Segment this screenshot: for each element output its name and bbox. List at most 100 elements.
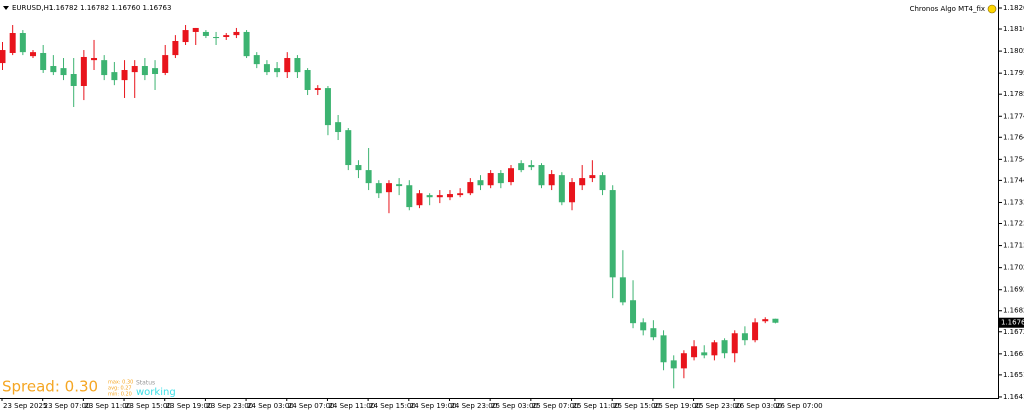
candle-body [446,194,453,198]
candle-body [528,165,535,168]
time-tick-label: 24 Sep 23:00 [450,402,497,410]
candle-body [752,322,759,341]
candle-body [609,190,616,278]
price-tick-label: 1.17540 [1003,155,1024,163]
candle-body [650,328,657,338]
time-tick-label: 25 Sep 07:00 [532,402,579,410]
candle-body [243,31,250,57]
current-price-box [999,317,1024,328]
candle-body [630,300,637,324]
candle-body [80,56,87,86]
candle-body [101,60,108,76]
time-tick-label: 25 Sep 15:00 [613,402,660,410]
price-tick-label: 1.16720 [1003,328,1024,336]
price-tick-label: 1.17850 [1003,90,1024,98]
time-tick-label: 23 Sep 07:00 [44,402,91,410]
candle-body [192,27,199,32]
candle-body [345,130,352,166]
menu-arrow[interactable] [3,6,9,10]
candle-body [538,165,545,186]
candle-body [365,170,372,184]
candle-body [223,35,230,38]
candle-body [314,88,321,90]
price-tick-label: 1.17645 [1003,133,1024,141]
price-tick-label: 1.17950 [1003,69,1024,77]
price-tick-label: 1.17025 [1003,264,1024,272]
indicator-name: Chronos Algo MT4_fix [910,5,985,13]
candle-body [457,193,464,196]
price-tick-label: 1.17440 [1003,176,1024,184]
candle-body [385,183,392,193]
candle-body [335,122,342,133]
candle-body [701,352,708,356]
candle-body [426,195,433,198]
spread: Spread: 0.30 [2,378,98,396]
candle-body [375,183,382,194]
candle-body [121,70,128,81]
candle-body [436,195,443,198]
candle-body [396,184,403,187]
candle-body [741,333,748,341]
candle-body [304,70,311,90]
price-tick-label: 1.16515 [1003,371,1024,379]
time-tick-label: 24 Sep 03:00 [247,402,294,410]
time-tick-label: 24 Sep 15:00 [369,402,416,410]
candle-body [274,68,281,73]
status: working [136,387,176,398]
time-tick-label: 24 Sep 19:00 [410,402,457,410]
time-tick-label: 23 Sep 2025 [3,402,47,410]
candle-body [263,64,270,73]
candle-body [91,58,98,61]
candle-body [284,58,291,73]
candle-body [30,52,37,57]
indicator-icon [987,4,997,14]
candle-body [0,50,6,64]
candle-body [172,40,179,56]
time-tick-label: 26 Sep 07:00 [776,402,823,410]
candle-body [141,66,148,76]
candle-body [406,185,413,208]
candle-body [670,360,677,369]
candle-body [60,68,67,76]
candle-body [762,319,769,322]
candle-body [579,178,586,186]
candle-body [640,322,647,331]
price-tick-label: 1.18055 [1003,47,1024,55]
candle-body [518,163,525,171]
candle-body [40,52,47,71]
candle-body [467,182,474,194]
time-tick-label: 25 Sep 11:00 [573,402,620,410]
candle-body [508,168,514,183]
ohlc-text: 1.16782 1.16782 1.16760 1.16763 [49,4,171,12]
symbol: EURUSD,H1 [12,4,53,12]
time-tick-label: 24 Sep 07:00 [288,402,335,410]
candle-body [548,174,555,186]
time-tick-label: 25 Sep 03:00 [491,402,538,410]
candle-body [162,55,169,73]
time-tick-label: 23 Sep 19:00 [166,402,213,410]
candle-body [70,74,77,86]
candle-body [19,33,26,53]
candle-body [111,72,118,81]
candle-body [680,353,687,369]
price-tick-label: 1.16410 [1003,393,1024,401]
time-tick-label: 26 Sep 03:00 [735,402,782,410]
candle-body [324,88,331,126]
time-tick-label: 23 Sep 23:00 [206,402,253,410]
price-tick-label: 1.17130 [1003,242,1024,250]
spread-min: min: 0.20 [108,392,132,398]
spread-max: max: 0.30 [108,380,133,386]
candle-body [152,68,159,75]
candle-body [9,33,16,53]
candle-body [599,175,606,191]
candle-body [660,335,667,363]
candle-body [233,31,240,36]
candle-body [569,182,576,203]
candle-body [711,342,718,356]
candle-body [558,175,565,203]
time-tick-label: 25 Sep 23:00 [695,402,742,410]
spread-avg: avg: 0.27 [108,386,132,392]
time-tick-label: 23 Sep 11:00 [84,402,131,410]
price-tick-label: 1.16615 [1003,350,1024,358]
